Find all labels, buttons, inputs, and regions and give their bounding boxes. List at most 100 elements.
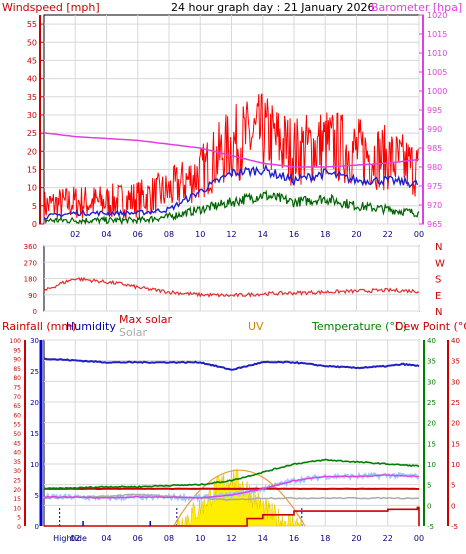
temp-tick-label: 25 [427, 399, 436, 407]
dir-tick-label: 270 [24, 259, 37, 267]
humidity-tick-label: 0 [35, 523, 39, 531]
solar-curve-series [173, 469, 306, 527]
wind-tick-label: 15 [27, 165, 37, 174]
wind-tick-label: 50 [27, 38, 37, 47]
wind-x-tick-label: 14 [258, 230, 268, 239]
dew-tick-label: 5 [451, 482, 455, 490]
temp-tick-label: 0 [427, 502, 431, 510]
baro-tick-label: 970 [427, 201, 442, 210]
rain-tick-label: 25 [13, 478, 21, 485]
baro-tick-label: 965 [427, 220, 442, 229]
wind-tick-label: 5 [32, 202, 37, 211]
data-series [43, 93, 420, 527]
dew-tick-label: 40 [451, 337, 460, 345]
wind-tick-label: 30 [27, 111, 37, 120]
rain-tick-label: 35 [13, 459, 21, 466]
solar-series [43, 493, 419, 501]
wind-tick-label: 55 [27, 20, 37, 29]
axis-ticks: 0510152025303540455055965970975980985990… [10, 11, 460, 543]
wind-x-tick-label: 20 [351, 230, 361, 239]
rain-tick-label: 10 [13, 505, 21, 512]
wind-x-tick-label: 10 [195, 230, 205, 239]
rain-tick-label: 65 [13, 403, 21, 410]
weather-x-tick-label: 02 [70, 534, 80, 543]
weather-x-tick-label: 10 [195, 534, 205, 543]
wind-x-tick-label: 12 [226, 230, 236, 239]
wind-x-tick-label: 08 [164, 230, 174, 239]
temp-tick-label: 10 [427, 461, 436, 469]
max-solar-label: Max solar [119, 313, 172, 326]
temp-tick-label: 35 [427, 358, 436, 366]
wind-tick-label: 45 [27, 56, 37, 65]
baro-tick-label: 990 [427, 125, 442, 134]
windspeed-label: Windspeed [mph] [2, 1, 100, 14]
dew-tick-label: 35 [451, 358, 460, 366]
rain-tick-label: 40 [13, 450, 21, 457]
weather-x-tick-label: 06 [133, 534, 143, 543]
baro-tick-label: 985 [427, 144, 442, 153]
weather-x-tick-label: 18 [320, 534, 330, 543]
wind-x-tick-label: 06 [133, 230, 143, 239]
wind-tick-label: 20 [27, 147, 37, 156]
baro-tick-label: 975 [427, 182, 442, 191]
temp-tick-label: 20 [427, 420, 436, 428]
rain-tick-label: 80 [13, 375, 21, 382]
temp-tick-label: 30 [427, 378, 436, 386]
rain-tick-label: 0 [17, 524, 21, 531]
wind-tick-label: 40 [27, 75, 37, 84]
dew-tick-label: 20 [451, 420, 460, 428]
baro-tick-label: 1010 [427, 49, 447, 58]
temp-tick-label: 15 [427, 440, 436, 448]
humidity-tick-label: 5 [35, 492, 39, 500]
rain-tick-label: 85 [13, 366, 21, 373]
dir-compass-label: W [435, 258, 445, 269]
dir-tick-label: 180 [24, 276, 37, 284]
dew-tick-label: 15 [451, 440, 460, 448]
weather-x-tick-label: 16 [289, 534, 299, 543]
temperature-series [43, 458, 420, 490]
wind-gust-series [43, 93, 419, 223]
rain-tick-label: 75 [13, 385, 21, 392]
wind-x-tick-label: 04 [101, 230, 111, 239]
dir-tick-label: 90 [28, 292, 37, 300]
dir-tick-label: 360 [24, 243, 37, 251]
wind-x-tick-label: 16 [289, 230, 299, 239]
weather-x-tick-label: 00 [414, 534, 424, 543]
baro-tick-label: 1005 [427, 68, 447, 77]
weather-x-tick-label: 14 [258, 534, 268, 543]
rainfall-series [44, 506, 420, 527]
dew-tick-label: 30 [451, 378, 460, 386]
temp-tick-label: 5 [427, 482, 431, 490]
wind-avg-series [43, 163, 419, 220]
rain-tick-label: 20 [13, 487, 21, 494]
dir-compass-label: N [435, 242, 442, 253]
weather-x-tick-label: 04 [101, 534, 111, 543]
rain-tick-label: 55 [13, 422, 21, 429]
dir-compass-label: E [435, 291, 441, 302]
wind-tick-label: 35 [27, 93, 37, 102]
rain-tick-label: 100 [10, 338, 22, 345]
wind-x-tick-label: 22 [383, 230, 393, 239]
dew-tick-label: -5 [451, 523, 458, 531]
temp-tick-label: -5 [427, 523, 434, 531]
wind-tick-label: 0 [32, 220, 37, 229]
wind-tick-label: 25 [27, 129, 37, 138]
baro-tick-label: 1000 [427, 87, 447, 96]
humidity-tick-label: 20 [30, 399, 39, 407]
rainfall-label: Rainfall (mm) [2, 320, 76, 333]
dew-tick-label: 10 [451, 461, 460, 469]
rain-tick-label: 5 [17, 515, 21, 522]
wind-x-tick-label: 18 [320, 230, 330, 239]
weather-x-tick-label: 12 [226, 534, 236, 543]
solar-label: Solar [119, 326, 148, 339]
wind-direction-series [43, 276, 419, 298]
weather-x-tick-label: 22 [383, 534, 393, 543]
wind-min-series [43, 189, 420, 226]
temp-tick-label: 40 [427, 337, 436, 345]
dir-tick-label: 0 [33, 308, 37, 316]
weather-x-tick-label: 20 [351, 534, 361, 543]
wind-x-tick-label: 00 [414, 230, 424, 239]
rain-tick-label: 50 [13, 431, 21, 438]
